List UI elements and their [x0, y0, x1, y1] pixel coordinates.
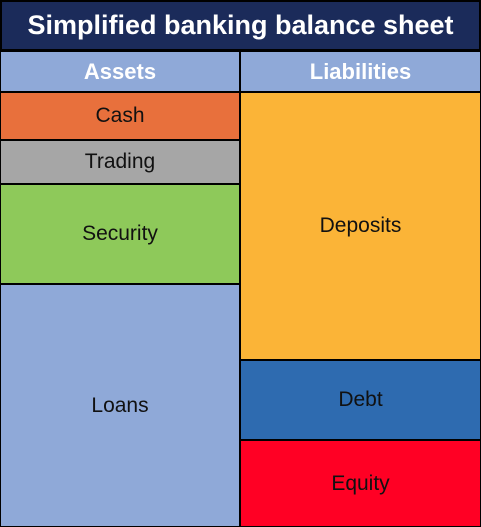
cash-block: Cash: [0, 92, 240, 140]
cash-label: Cash: [95, 104, 145, 127]
deposits-block: Deposits: [240, 92, 481, 360]
trading-block: Trading: [0, 140, 240, 184]
security-label: Security: [82, 222, 158, 245]
trading-label: Trading: [84, 150, 156, 173]
debt-block: Debt: [240, 360, 481, 440]
liabilities-column-header: Liabilities: [240, 51, 481, 92]
diagram-title: Simplified banking balance sheet: [0, 0, 481, 51]
equity-label: Equity: [331, 471, 390, 495]
assets-column-header: Assets: [0, 51, 240, 92]
debt-label: Debt: [338, 388, 383, 411]
deposits-label: Deposits: [319, 214, 402, 237]
loans-block: Loans: [0, 284, 240, 527]
loans-label: Loans: [91, 393, 149, 417]
equity-block: Equity: [240, 440, 481, 527]
security-block: Security: [0, 184, 240, 284]
